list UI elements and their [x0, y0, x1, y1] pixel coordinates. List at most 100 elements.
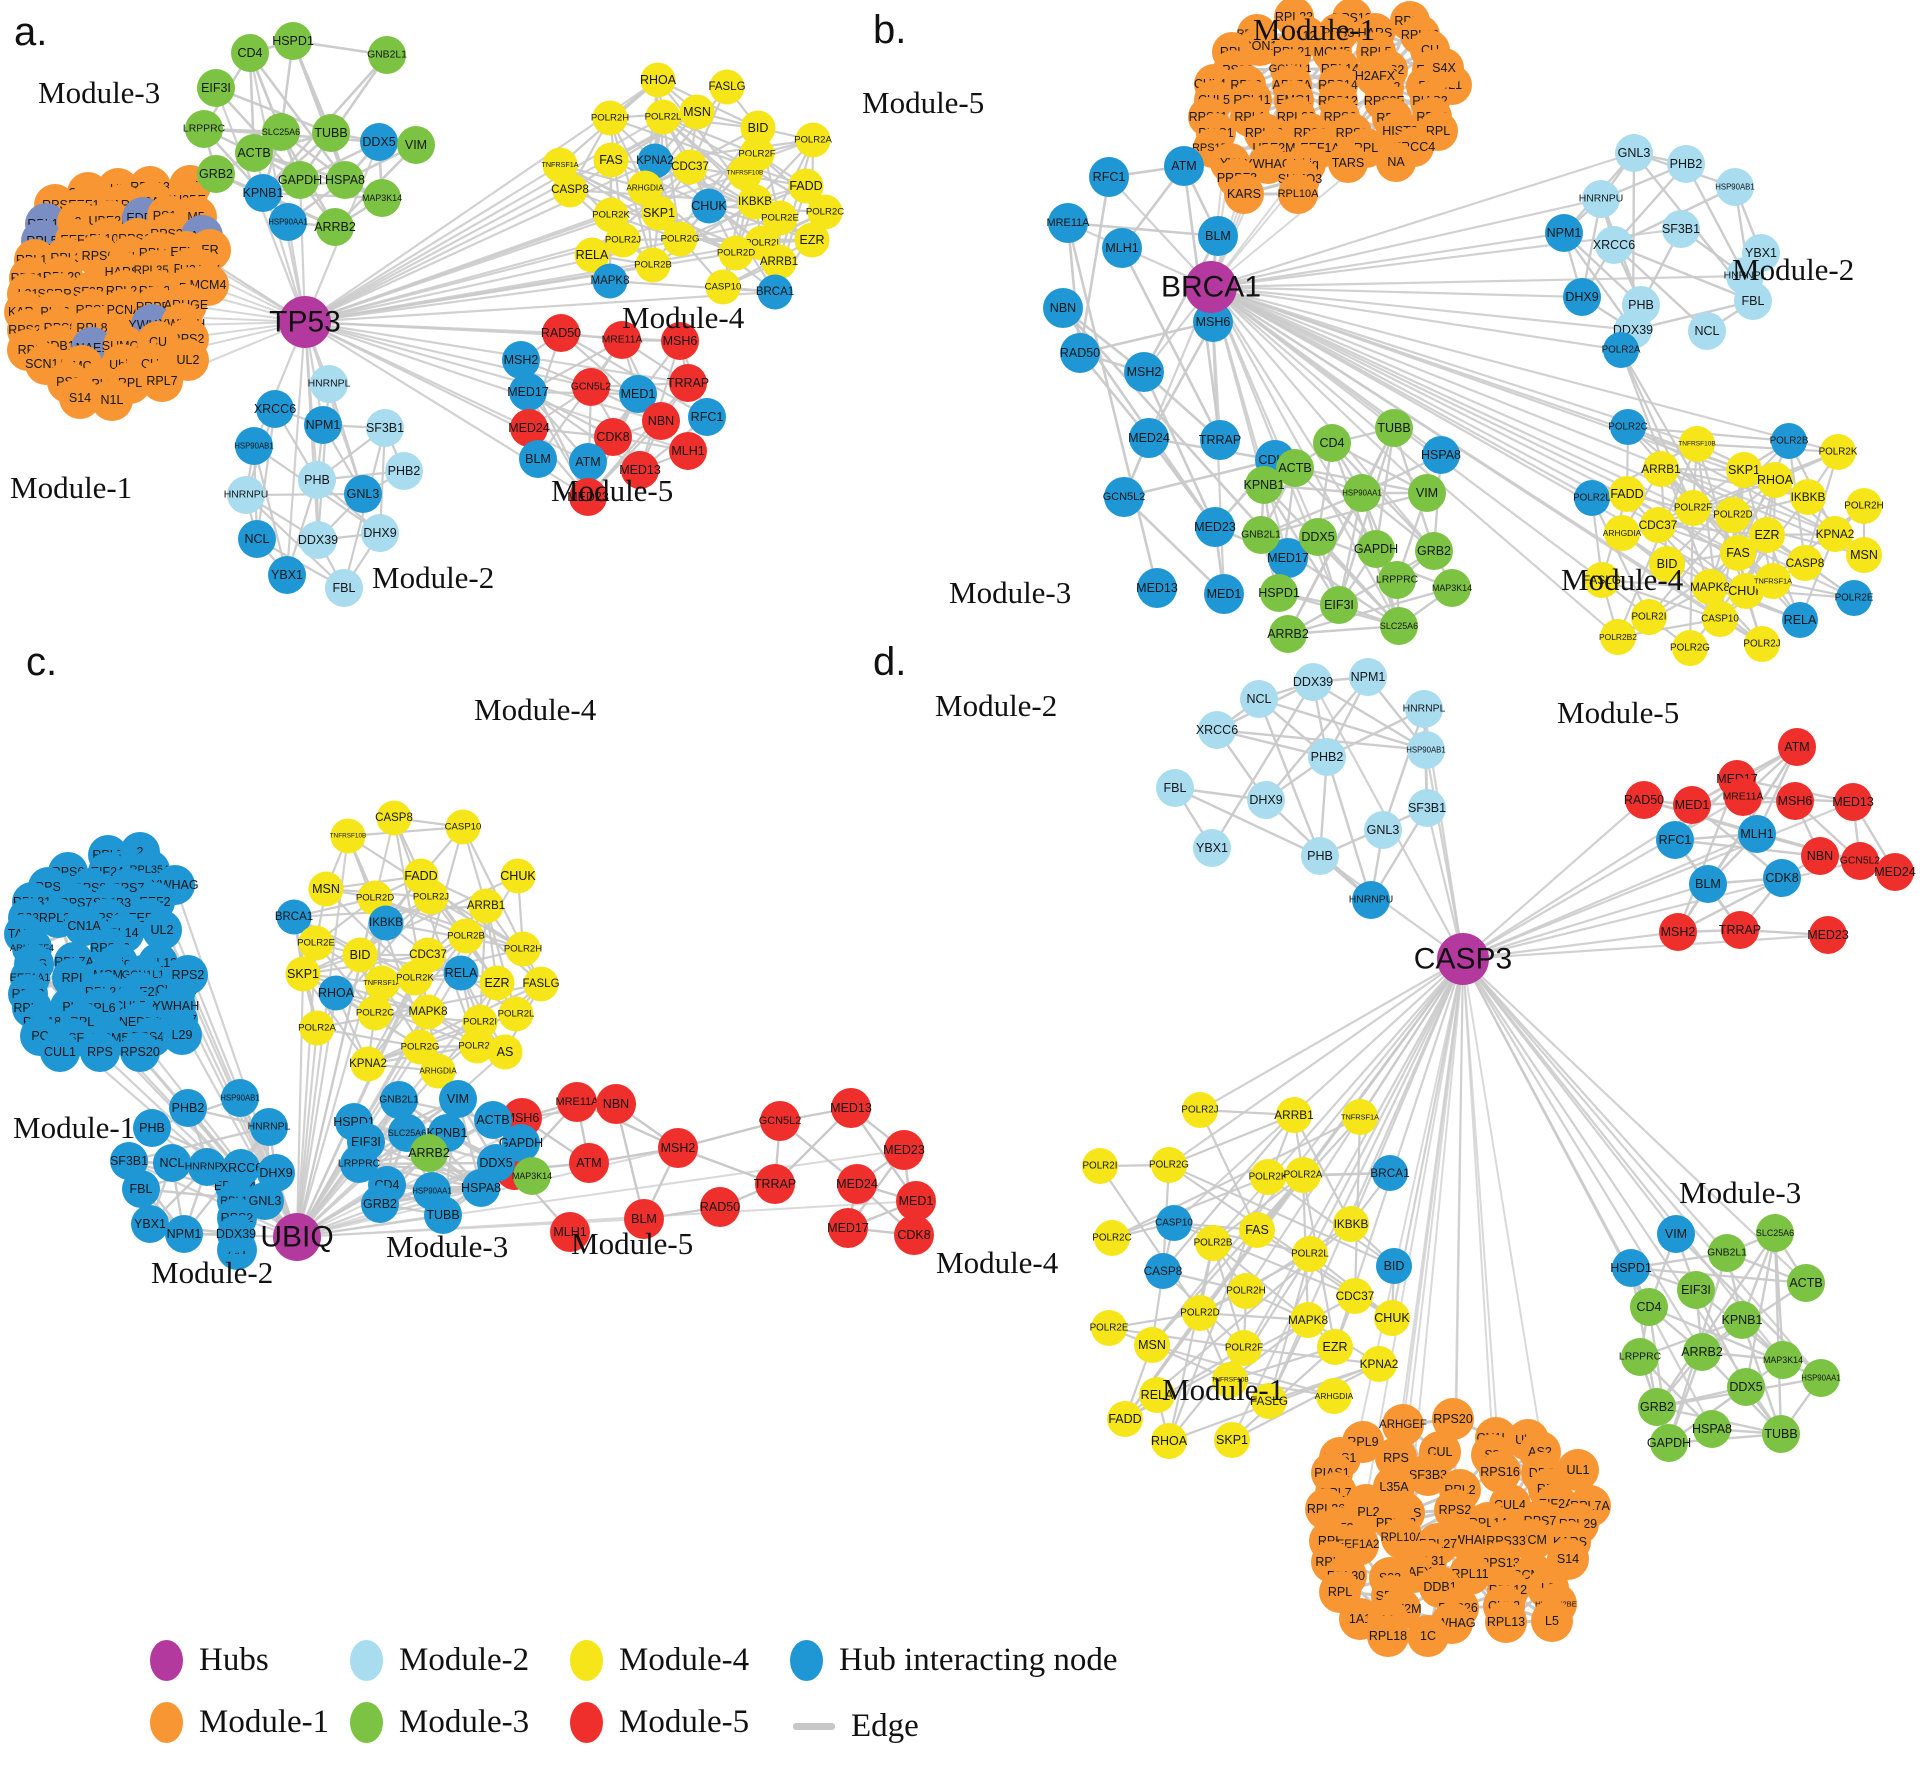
module4-node[interactable]: [479, 965, 515, 1001]
module-node[interactable]: [1278, 174, 1318, 214]
module2-node[interactable]: [221, 1079, 259, 1117]
module4-node[interactable]: [592, 263, 628, 299]
module3-node[interactable]: [368, 36, 406, 74]
module3-node[interactable]: [1242, 516, 1280, 554]
module4-node[interactable]: [330, 818, 366, 854]
module4-node[interactable]: [1749, 517, 1785, 553]
module4-node[interactable]: [640, 62, 676, 98]
module3-node[interactable]: [185, 110, 223, 148]
module3-node[interactable]: [439, 1080, 477, 1118]
module4-node[interactable]: [691, 188, 727, 224]
module3-node[interactable]: [231, 34, 269, 72]
module4-node[interactable]: [788, 168, 824, 204]
module4-node[interactable]: [1715, 497, 1751, 533]
module2-node[interactable]: [1352, 881, 1390, 919]
module4-node[interactable]: [498, 996, 534, 1032]
module4-node[interactable]: [459, 1028, 495, 1064]
module3-node[interactable]: [1638, 1388, 1676, 1426]
module3-node[interactable]: [1693, 1410, 1731, 1448]
module2-node[interactable]: [217, 1215, 255, 1253]
module4-node[interactable]: [672, 149, 708, 185]
module2-node[interactable]: [1688, 312, 1726, 350]
module5-node[interactable]: [594, 418, 632, 456]
hub-node-tp53[interactable]: [279, 296, 331, 348]
module2-node[interactable]: [133, 1109, 171, 1147]
module2-node[interactable]: [246, 1182, 284, 1220]
module-node[interactable]: [142, 910, 182, 950]
module5-node[interactable]: [596, 1084, 636, 1124]
hub-node-casp3[interactable]: [1437, 933, 1489, 985]
module4-node[interactable]: [552, 172, 588, 208]
module4-node[interactable]: [740, 110, 776, 146]
module3-node[interactable]: [197, 155, 235, 193]
module4-node[interactable]: [487, 1034, 523, 1070]
module5-node[interactable]: [1673, 786, 1711, 824]
module4-node[interactable]: [1226, 1330, 1262, 1366]
module5-node[interactable]: [572, 368, 610, 406]
module4-node[interactable]: [1720, 535, 1756, 571]
module4-node[interactable]: [420, 1053, 456, 1089]
module3-node[interactable]: [474, 1101, 512, 1139]
module4-node[interactable]: [1603, 332, 1639, 368]
module2-node[interactable]: [131, 1205, 169, 1243]
module5-node[interactable]: [837, 1164, 877, 1204]
module5-node[interactable]: [569, 443, 607, 481]
module4-node[interactable]: [1361, 1346, 1397, 1382]
module4-node[interactable]: [1317, 1329, 1353, 1365]
module4-node[interactable]: [635, 247, 671, 283]
module4-node[interactable]: [1139, 1377, 1175, 1413]
module3-node[interactable]: [1375, 409, 1413, 447]
module4-node[interactable]: [523, 966, 559, 1002]
module5-node[interactable]: [1778, 728, 1816, 766]
module5-node[interactable]: [688, 398, 726, 436]
module4-node[interactable]: [299, 1010, 335, 1046]
module4-node[interactable]: [1726, 452, 1762, 488]
module4-node[interactable]: [448, 918, 484, 954]
module5-node[interactable]: [1124, 352, 1164, 392]
module5-node[interactable]: [509, 373, 547, 411]
module2-node[interactable]: [1734, 282, 1772, 320]
module4-node[interactable]: [1649, 546, 1685, 582]
module2-node[interactable]: [256, 390, 294, 428]
module5-node[interactable]: [621, 451, 659, 489]
module3-node[interactable]: [1313, 424, 1351, 462]
module3-node[interactable]: [326, 161, 364, 199]
module5-node[interactable]: [1060, 333, 1100, 373]
module2-node[interactable]: [1716, 168, 1754, 206]
module-node[interactable]: [80, 1032, 120, 1072]
module2-node[interactable]: [1563, 278, 1601, 316]
module2-node[interactable]: [298, 461, 336, 499]
module4-node[interactable]: [1151, 1147, 1187, 1183]
module3-node[interactable]: [1269, 615, 1307, 653]
module4-node[interactable]: [705, 269, 741, 305]
module3-node[interactable]: [1683, 1333, 1721, 1371]
module4-node[interactable]: [357, 995, 393, 1031]
module-node[interactable]: [1367, 1615, 1409, 1657]
module2-node[interactable]: [227, 476, 265, 514]
module3-node[interactable]: [1677, 1271, 1715, 1309]
module3-node[interactable]: [1357, 530, 1395, 568]
module5-node[interactable]: [624, 1199, 664, 1239]
module-node[interactable]: [1224, 174, 1264, 214]
module5-node[interactable]: [1104, 477, 1144, 517]
module5-node[interactable]: [557, 1082, 597, 1122]
module4-node[interactable]: [637, 143, 673, 179]
module-node[interactable]: [1382, 1404, 1424, 1446]
module5-node[interactable]: [658, 1128, 698, 1168]
module3-node[interactable]: [1764, 1341, 1802, 1379]
module2-node[interactable]: [1364, 811, 1402, 849]
module2-node[interactable]: [1240, 680, 1278, 718]
module2-node[interactable]: [268, 556, 306, 594]
module5-node[interactable]: [894, 1215, 934, 1255]
module-node[interactable]: [1531, 1600, 1573, 1642]
module4-node[interactable]: [1250, 1159, 1286, 1195]
module5-node[interactable]: [1043, 288, 1083, 328]
module3-node[interactable]: [316, 208, 354, 246]
module-node[interactable]: [59, 377, 101, 419]
module2-node[interactable]: [1308, 738, 1346, 776]
module-node[interactable]: [1355, 56, 1395, 96]
module2-node[interactable]: [1294, 663, 1332, 701]
module5-node[interactable]: [828, 1208, 868, 1248]
module3-node[interactable]: [397, 126, 435, 164]
module3-node[interactable]: [197, 69, 235, 107]
